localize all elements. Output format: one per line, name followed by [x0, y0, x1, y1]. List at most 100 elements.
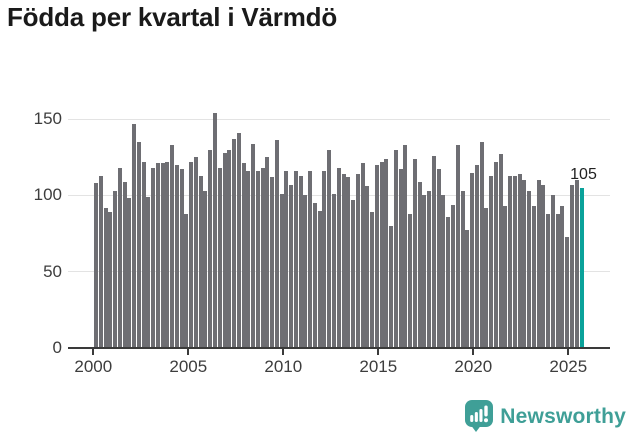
- bar: [417, 181, 422, 348]
- gridline-150: [68, 118, 610, 120]
- bar: [336, 167, 341, 348]
- bar: [355, 174, 360, 348]
- bar: [546, 213, 551, 348]
- bar: [160, 163, 165, 348]
- bar: [455, 145, 460, 348]
- bar: [527, 190, 532, 348]
- bar: [560, 206, 565, 348]
- y-tick-label: 50: [43, 261, 62, 281]
- bar: [474, 164, 479, 348]
- newsworthy-logo-icon: [465, 400, 494, 433]
- bar: [465, 230, 470, 348]
- bar: [317, 210, 322, 348]
- bar: [303, 195, 308, 348]
- bar: [512, 175, 517, 348]
- bar: [193, 157, 198, 348]
- bar: [94, 183, 98, 348]
- bar: [227, 149, 232, 348]
- bar: [322, 170, 327, 348]
- highlighted-bar: [579, 187, 584, 348]
- bar: [555, 213, 560, 348]
- newsworthy-logo-text: Newsworthy: [500, 404, 626, 428]
- newsworthy-logo: Newsworthy: [465, 400, 626, 433]
- bar: [155, 163, 160, 348]
- bar: [422, 195, 427, 348]
- bar: [346, 177, 351, 348]
- bar: [298, 175, 303, 348]
- bar: [489, 175, 494, 348]
- bar: [370, 212, 375, 348]
- bar: [236, 132, 241, 348]
- x-tick-label: 2025: [549, 357, 588, 376]
- bar: [246, 170, 251, 348]
- bar: [365, 186, 370, 348]
- bar: [541, 184, 546, 348]
- bar: [198, 175, 203, 348]
- bar: [151, 167, 156, 348]
- bar: [265, 157, 270, 348]
- bar: [170, 145, 175, 348]
- bar: [360, 163, 365, 348]
- bar: [327, 149, 332, 348]
- bar: [103, 207, 108, 348]
- bar: [113, 190, 118, 348]
- bar: [217, 167, 222, 348]
- x-tick-2000: [92, 349, 95, 355]
- bar: [393, 149, 398, 348]
- bar: [570, 184, 574, 348]
- bar: [484, 207, 489, 348]
- bar: [293, 170, 298, 348]
- bar: [498, 154, 503, 348]
- bar: [289, 184, 294, 348]
- bar: [117, 167, 122, 348]
- x-axis-line: [68, 347, 610, 349]
- x-tick-2025: [567, 349, 570, 355]
- bar: [446, 216, 451, 348]
- bar: [408, 213, 413, 348]
- x-tick-2010: [282, 349, 285, 355]
- bar: [565, 236, 570, 348]
- bar: [184, 213, 189, 348]
- bar: [451, 204, 455, 348]
- bar: [274, 140, 279, 348]
- bar: [241, 163, 246, 348]
- bar: [232, 138, 237, 348]
- bar: [312, 203, 317, 348]
- bar: [132, 123, 137, 348]
- bar: [384, 158, 389, 348]
- bar: [251, 143, 256, 348]
- bar: [332, 193, 336, 348]
- x-tick-label: 2015: [359, 357, 398, 376]
- y-tick-label: 150: [33, 109, 62, 129]
- bar: [503, 206, 508, 348]
- bar: [436, 169, 441, 348]
- bar: [174, 164, 179, 348]
- bar: [351, 199, 356, 348]
- bar: [389, 225, 394, 348]
- bar: [98, 175, 103, 348]
- x-tick-2015: [377, 349, 380, 355]
- bar: [536, 180, 541, 348]
- bar: [213, 112, 217, 348]
- bar: [479, 141, 484, 348]
- bar: [179, 169, 184, 348]
- bar: [165, 161, 170, 348]
- bar: [517, 174, 522, 348]
- bar: [127, 198, 132, 348]
- bar: [189, 161, 194, 348]
- bar: [141, 161, 146, 348]
- bar: [260, 167, 265, 348]
- bar: [203, 190, 208, 348]
- x-tick-2020: [472, 349, 475, 355]
- bar: [470, 172, 475, 348]
- bar: [308, 170, 313, 348]
- bar: [574, 180, 579, 348]
- bar: [550, 195, 555, 348]
- bar: [531, 206, 536, 348]
- bar: [222, 152, 227, 348]
- bar: [122, 181, 127, 348]
- x-tick-label: 2020: [454, 357, 493, 376]
- bar: [341, 174, 346, 348]
